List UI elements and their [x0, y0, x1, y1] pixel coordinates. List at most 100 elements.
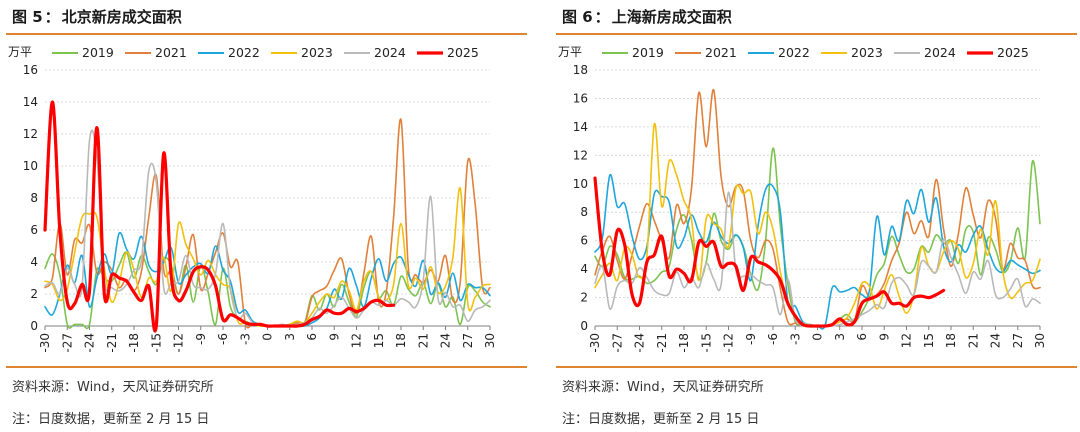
- x-tick-label: 12: [350, 333, 364, 348]
- chart-panel-shanghai: 图 6：上海新房成交面积 万平 0 2 4 6 8 10 12 14 16 18 -30 -27 -24-…: [550, 0, 1077, 432]
- figure-number: 图 6: [562, 8, 593, 26]
- x-tick-label: 24: [439, 333, 453, 348]
- y-tick-label: 16: [23, 63, 38, 77]
- title-separator: ：: [594, 8, 610, 26]
- remark-note: 注：日度数据，更新至 2 月 15 日: [12, 412, 210, 427]
- x-tick-label: 9: [877, 333, 891, 341]
- x-tick-label: -12: [172, 333, 186, 353]
- legend-label: 2025: [447, 45, 479, 60]
- legend-label: 2022: [778, 45, 810, 60]
- y-tick-label: 0: [580, 319, 588, 333]
- x-tick-label: -3: [238, 333, 252, 345]
- legend-label: 2023: [301, 45, 333, 60]
- x-tick-label: -21: [655, 333, 669, 353]
- series-line-2021: [594, 89, 1041, 327]
- x-tick-label: 18: [394, 333, 408, 348]
- x-tick-label: -27: [60, 333, 74, 353]
- x-tick-label: 24: [989, 333, 1003, 348]
- legend-label: 2019: [82, 45, 114, 60]
- x-tick-label: -15: [699, 333, 713, 353]
- x-tick-label: -21: [105, 333, 119, 353]
- title-separator: ：: [44, 8, 60, 26]
- x-tick-label: 15: [922, 333, 936, 348]
- figure-number: 图 5: [12, 8, 43, 26]
- title-rule: [6, 33, 527, 35]
- chart-panel-beijing: 图 5：北京新房成交面积 万平 0 2 4 6 8 10 12 14 16 -30 -27 -24 -21…: [0, 0, 527, 432]
- legend-label: 2025: [997, 45, 1029, 60]
- y-tick-label: 12: [23, 127, 38, 141]
- remark-note: 注：日度数据，更新至 2 月 15 日: [562, 412, 760, 427]
- legend-label: 2023: [851, 45, 883, 60]
- x-tick-label: -3: [788, 333, 802, 345]
- x-tick-label: 18: [944, 333, 958, 348]
- x-tick-label: 21: [416, 333, 430, 348]
- legend-label: 2024: [924, 45, 956, 60]
- y-tick-label: 6: [30, 223, 38, 237]
- y-tick-label: 0: [30, 319, 38, 333]
- source-note: 资料来源：Wind，天风证券研究所: [12, 380, 214, 395]
- y-tick-label: 2: [30, 287, 38, 301]
- legend-label: 2022: [228, 45, 260, 60]
- x-tick-label: -24: [83, 333, 97, 353]
- footer-rule: [6, 366, 527, 368]
- y-tick-label: 6: [580, 234, 588, 248]
- y-tick-label: 8: [580, 205, 588, 219]
- footer-rule: [556, 366, 1077, 368]
- legend-label: 2019: [632, 45, 664, 60]
- x-tick-label: -9: [194, 333, 208, 345]
- y-axis-unit-label: 万平: [558, 45, 582, 59]
- series-line-2023: [594, 123, 1041, 327]
- figure-title-text: 上海新房成交面积: [611, 8, 732, 26]
- legend-label: 2021: [705, 45, 737, 60]
- x-tick-label: 27: [461, 333, 475, 348]
- figure-title: 图 5：北京新房成交面积: [12, 6, 182, 27]
- x-tick-label: 0: [811, 333, 825, 341]
- y-tick-label: 4: [30, 255, 38, 269]
- x-tick-label: -24: [633, 333, 647, 353]
- x-tick-label: -12: [722, 333, 736, 353]
- x-tick-label: 0: [261, 333, 275, 341]
- x-tick-label: 21: [966, 333, 980, 348]
- series-line-2024: [44, 129, 491, 328]
- series-line-2021: [44, 118, 491, 329]
- x-tick-label: -6: [216, 333, 230, 345]
- x-tick-label: -30: [38, 333, 52, 353]
- figure-title-text: 北京新房成交面积: [61, 8, 182, 26]
- y-tick-label: 18: [573, 63, 588, 77]
- y-tick-label: 4: [580, 262, 588, 276]
- y-tick-label: 10: [573, 177, 588, 191]
- y-tick-label: 14: [23, 95, 38, 109]
- x-tick-label: -9: [744, 333, 758, 345]
- x-tick-label: -30: [588, 333, 602, 353]
- x-tick-label: 30: [1033, 333, 1047, 348]
- title-rule: [556, 33, 1077, 35]
- x-tick-label: 3: [833, 333, 847, 341]
- y-axis-unit-label: 万平: [8, 45, 32, 59]
- series-line-2025: [43, 100, 396, 333]
- series-line-2025: [593, 176, 946, 328]
- x-tick-label: 6: [305, 333, 319, 341]
- x-tick-label: 3: [283, 333, 297, 341]
- y-tick-label: 14: [573, 120, 588, 134]
- figure-title: 图 6：上海新房成交面积: [562, 6, 732, 27]
- y-tick-label: 2: [580, 291, 588, 305]
- x-tick-label: -27: [610, 333, 624, 353]
- legend-label: 2024: [374, 45, 406, 60]
- x-tick-label: -18: [127, 333, 141, 353]
- x-tick-label: -15: [149, 333, 163, 353]
- x-tick-label: 9: [327, 333, 341, 341]
- x-tick-label: -18: [677, 333, 691, 353]
- source-note: 资料来源：Wind，天风证券研究所: [562, 380, 764, 395]
- x-tick-label: -6: [766, 333, 780, 345]
- y-tick-label: 10: [23, 159, 38, 173]
- series-line-2022: [594, 174, 1041, 330]
- y-tick-label: 16: [573, 91, 588, 105]
- x-tick-label: 15: [372, 333, 386, 348]
- series-line-2019: [44, 251, 491, 330]
- y-tick-label: 12: [573, 148, 588, 162]
- x-tick-label: 6: [855, 333, 869, 341]
- x-tick-label: 12: [900, 333, 914, 348]
- legend-label: 2021: [155, 45, 187, 60]
